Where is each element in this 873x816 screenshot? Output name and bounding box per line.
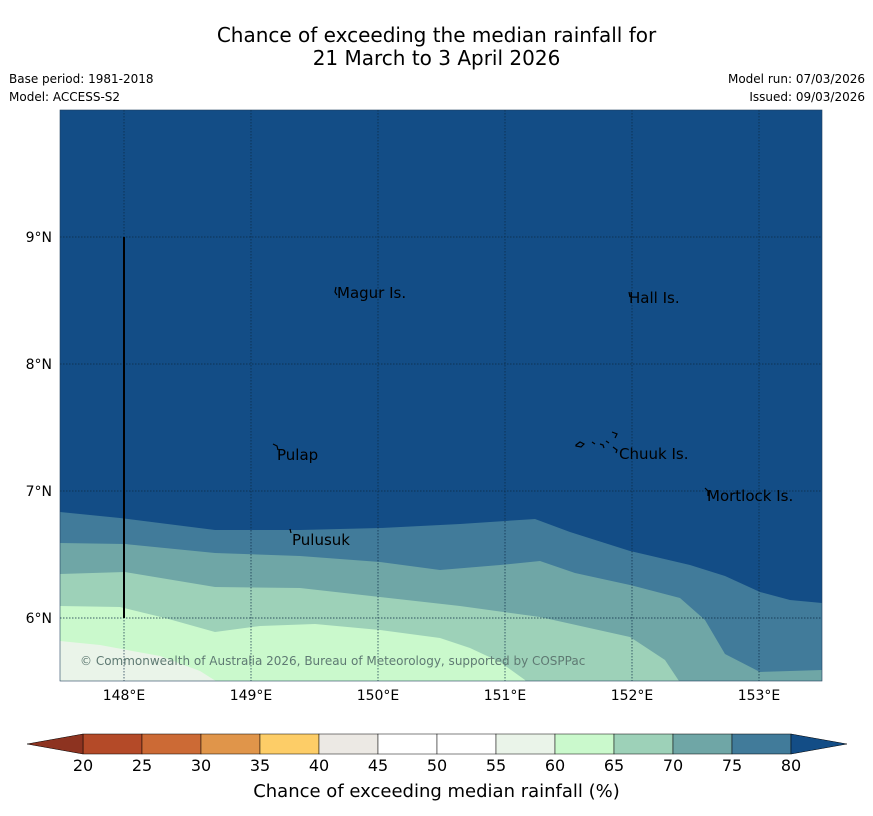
colorbar-segment-45-50 [377,733,438,755]
copyright-text: © Commonwealth of Australia 2026, Bureau… [80,654,585,668]
lon-label-151e: 151°E [484,688,527,704]
lon-axis: 148°E 149°E 150°E 151°E 152°E 153°E [103,688,781,704]
lon-label-152e: 152°E [611,688,654,704]
lon-label-150e: 150°E [357,688,400,704]
map-frame [59,109,823,682]
lat-label-9n: 9°N [26,230,52,246]
place-label-magur: Magur Is. [337,284,406,302]
island-outlines [272,286,709,534]
colorbar-tick-50: 50 [426,756,448,775]
lon-label-148e: 148°E [103,688,146,704]
colorbar [26,733,848,755]
place-label-pulusuk: Pulusuk [292,531,350,549]
place-label-chuuk: Chuuk Is. [619,445,688,463]
colorbar-title: Chance of exceeding median rainfall (%) [253,781,620,802]
lat-axis: 9°N 8°N 7°N 6°N [26,230,52,627]
colorbar-tick-75: 75 [721,756,743,775]
chuuk-islands-icon [575,431,618,454]
place-labels: Magur Is. Hall Is. Pulap Chuuk Is. Mortl… [277,284,793,549]
colorbar-tick-60: 60 [544,756,566,775]
colorbar-segment-75-80 [731,733,792,755]
place-label-hall: Hall Is. [629,289,680,307]
colorbar-segment-65-70 [613,733,674,755]
map-title-line2: 21 March to 3 April 2026 [312,46,561,70]
colorbar-segment-20-25 [82,733,143,755]
magur-island-icon [334,286,338,296]
map-title-line1: Chance of exceeding the median rainfall … [216,23,657,47]
lat-label-8n: 8°N [26,357,52,373]
place-label-pulap: Pulap [277,446,318,464]
base-period-text: Base period: 1981-2018 [9,72,154,86]
colorbar-segment-35-40 [259,733,320,755]
colorbar-segment-70-75 [672,733,733,755]
lat-label-6n: 6°N [26,611,52,627]
colorbar-tick-30: 30 [190,756,212,775]
colorbar-tick-25: 25 [131,756,153,775]
pulap-island-icon [272,443,279,451]
colorbar-segment-50-55 [436,733,497,755]
pulusuk-island-icon [289,528,292,534]
model-text: Model: ACCESS-S2 [9,90,121,104]
mortlock-island-icon [704,487,709,496]
colorbar-segment-60-65 [554,733,615,755]
lon-label-153e: 153°E [738,688,781,704]
colorbar-segment-25-30 [141,733,202,755]
colorbar-tick-20: 20 [72,756,94,775]
colorbar-tick-80: 80 [780,756,802,775]
place-label-mortlock: Mortlock Is. [707,487,793,505]
colorbar-segment-40-45 [318,733,379,755]
colorbar-tick-45: 45 [367,756,389,775]
colorbar-tick-35: 35 [249,756,271,775]
colorbar-under-arrow [26,733,84,755]
colorbar-segment-30-35 [200,733,261,755]
hall-island-icon [628,291,631,298]
colorbar-tick-70: 70 [662,756,684,775]
colorbar-over-arrow [790,733,848,755]
issued-text: Issued: 09/03/2026 [749,90,865,104]
band-55-60 [60,641,216,681]
colorbar-tick-55: 55 [485,756,507,775]
colorbar-segment-55-60 [495,733,556,755]
lon-label-149e: 149°E [230,688,273,704]
map-plot-area: Magur Is. Hall Is. Pulap Chuuk Is. Mortl… [60,110,822,681]
lat-label-7n: 7°N [26,484,52,500]
model-run-text: Model run: 07/03/2026 [727,72,865,86]
colorbar-tick-40: 40 [308,756,330,775]
colorbar-tick-65: 65 [603,756,625,775]
